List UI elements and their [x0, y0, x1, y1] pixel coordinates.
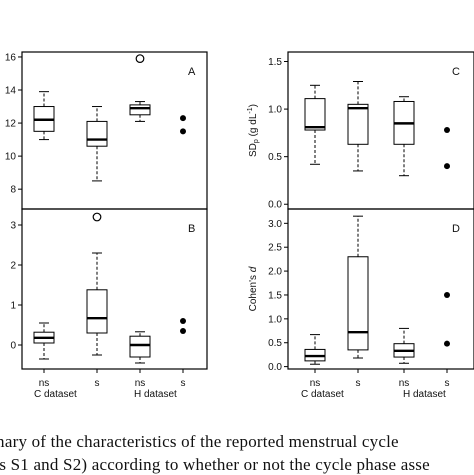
- panel-label-d: D: [452, 223, 460, 235]
- data-point: [180, 128, 186, 135]
- x-group-label-h-right: H dataset: [403, 389, 446, 400]
- y-tick-label: 16: [5, 52, 17, 63]
- figure-caption-line-2: ples S1 and S2) according to whether or …: [0, 455, 430, 474]
- y-tick-label: 14: [5, 86, 17, 97]
- panel-d-frame: [287, 208, 474, 370]
- y-axis-label: Cohen's d: [248, 266, 259, 311]
- y-tick-label: 2.5: [268, 243, 282, 254]
- x-tick-label: ns: [39, 378, 50, 389]
- box: [129, 104, 151, 116]
- data-point: [180, 328, 186, 334]
- y-tick-label: 1.5: [268, 290, 282, 301]
- x-tick-label: ns: [135, 378, 146, 389]
- y-tick-label: 1: [10, 301, 16, 312]
- y-tick-label: 0.5: [268, 152, 282, 163]
- data-point: [444, 163, 450, 170]
- x-tick-label: s: [95, 378, 100, 389]
- y-tick-label: 8: [10, 185, 16, 196]
- y-tick-label: 0.0: [268, 362, 282, 373]
- figure-caption-line-1: mmary of the characteristics of the repo…: [0, 432, 399, 451]
- y-tick-label: 3.0: [268, 219, 282, 230]
- y-tick-label: 2.0: [268, 267, 282, 278]
- y-axis-label: SDp (g dL-1): [247, 104, 260, 157]
- data-point: [444, 340, 450, 347]
- y-tick-label: 1.5: [268, 57, 282, 68]
- y-tick-label: 12: [5, 119, 17, 130]
- y-tick-label: 1.0: [268, 105, 282, 116]
- y-tick-label: 0.5: [268, 338, 282, 349]
- x-group-label-c-right: C dataset: [301, 389, 344, 400]
- data-point: [444, 291, 450, 298]
- box: [347, 103, 369, 145]
- x-tick-label: s: [356, 378, 361, 389]
- y-tick-label: 3: [10, 221, 16, 232]
- box: [86, 120, 108, 147]
- data-point: [180, 318, 186, 324]
- box: [86, 289, 108, 334]
- box: [347, 256, 369, 351]
- y-tick-label: 1.0: [268, 314, 282, 325]
- x-group-label-c-left: C dataset: [34, 389, 77, 400]
- panel-label-a: A: [188, 66, 196, 78]
- x-tick-label: s: [181, 378, 186, 389]
- outlier-point: [92, 212, 102, 222]
- data-point: [444, 127, 450, 134]
- panel-b-frame: [21, 208, 208, 370]
- data-point: [180, 115, 186, 122]
- outlier-point: [135, 54, 145, 64]
- x-tick-label: ns: [310, 378, 321, 389]
- x-tick-label: s: [445, 378, 450, 389]
- x-tick-label: ns: [399, 378, 410, 389]
- box: [129, 335, 151, 358]
- y-tick-label: 2: [10, 261, 16, 272]
- box: [304, 98, 326, 131]
- y-tick-label: 0: [10, 341, 16, 352]
- panel-label-c: C: [452, 66, 460, 78]
- y-tick-label: 10: [5, 152, 17, 163]
- y-tick-label: 0.0: [268, 200, 282, 211]
- x-group-label-h-left: H dataset: [134, 389, 177, 400]
- panel-label-b: B: [188, 223, 195, 235]
